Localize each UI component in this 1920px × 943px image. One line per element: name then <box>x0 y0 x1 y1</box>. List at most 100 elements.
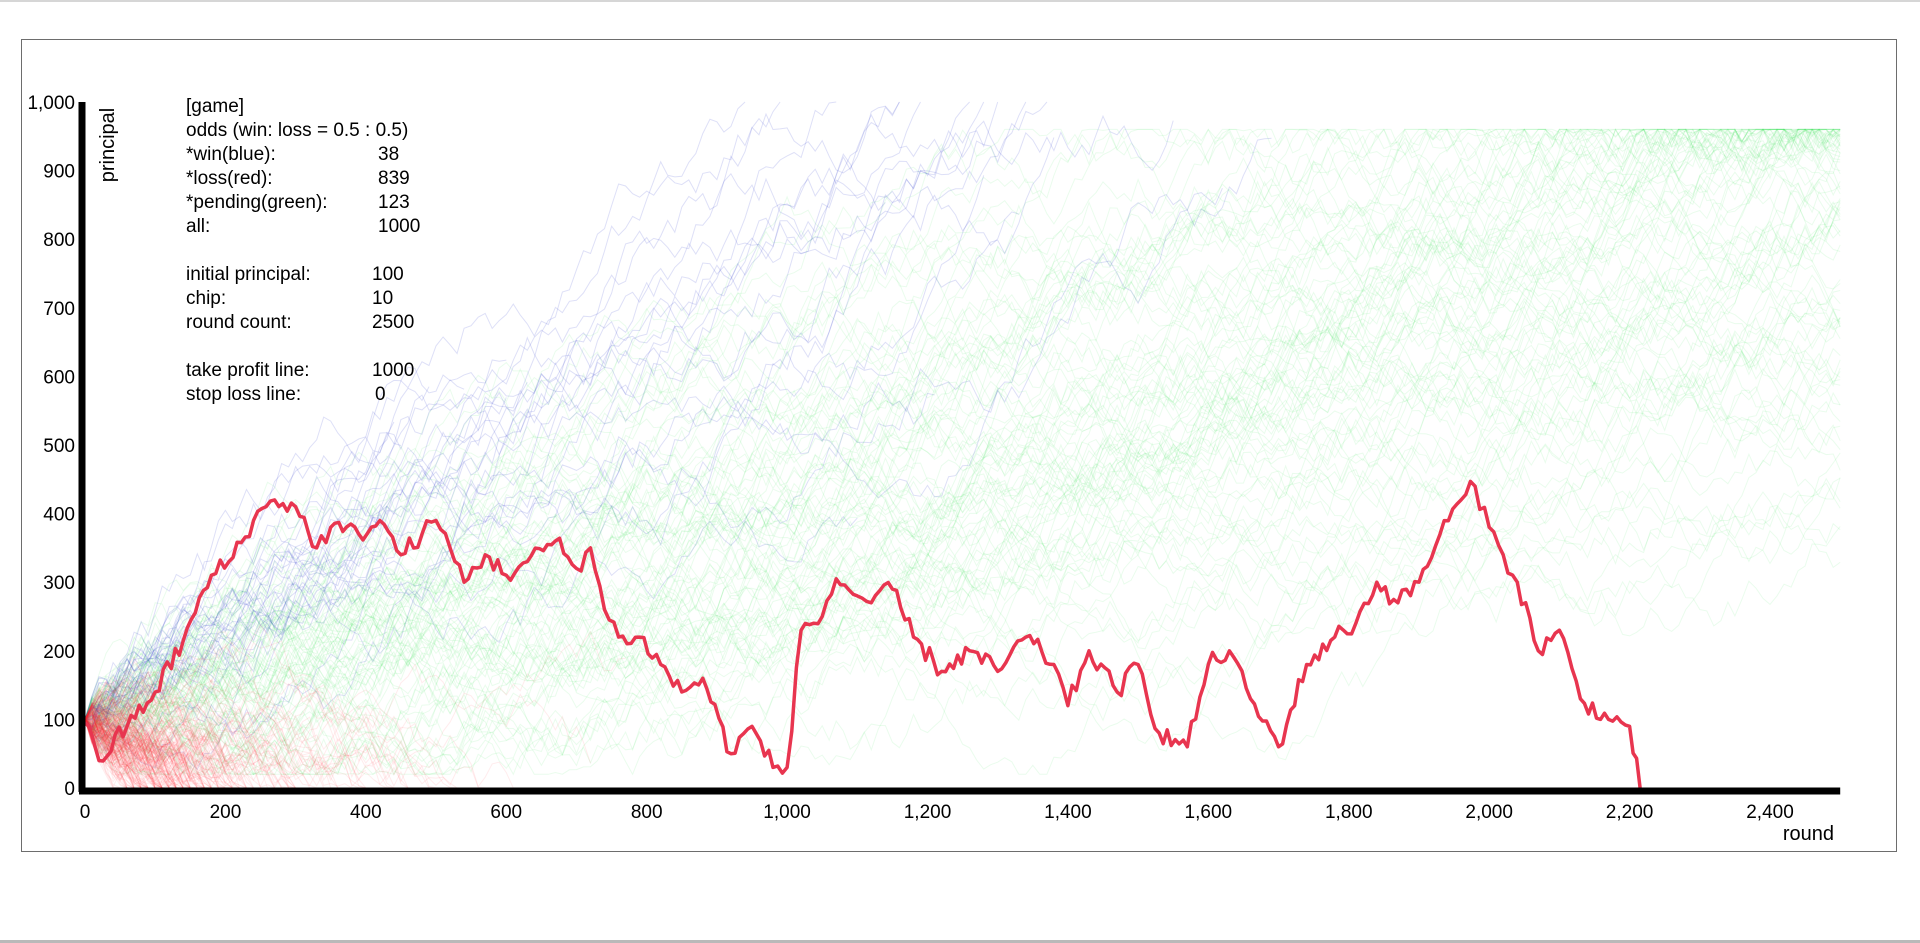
loss-path <box>84 679 366 789</box>
pending-path <box>84 274 1841 775</box>
loss-path <box>84 680 283 789</box>
loss-path <box>84 710 142 789</box>
pending-path <box>84 160 1841 720</box>
loss-path <box>84 712 212 789</box>
loss-path <box>84 703 142 789</box>
info-pending-label: *pending(green): <box>186 192 328 213</box>
loss-path <box>84 711 177 789</box>
pending-path <box>84 128 1841 776</box>
win-path <box>84 194 1019 720</box>
info-take-profit-value: 1000 <box>372 360 415 381</box>
win-path <box>84 431 402 721</box>
loss-path <box>84 703 339 789</box>
x-tick-labels: 0 200 400 600 800 1,000 1,200 1,400 1,600 1,800 2,… <box>80 802 1794 823</box>
loss-path <box>84 694 205 789</box>
pending-path <box>84 128 1841 733</box>
loss-path <box>84 679 409 789</box>
pending-path <box>84 128 1841 755</box>
pending-path <box>84 223 1841 767</box>
pending-path <box>84 128 1841 731</box>
loss-path <box>84 673 353 789</box>
loss-path <box>84 719 128 789</box>
pending-path <box>84 128 1841 733</box>
pending-path <box>84 128 1841 736</box>
chart-frame <box>21 39 1897 852</box>
loss-path <box>84 719 149 789</box>
loss-path <box>84 718 191 789</box>
loss-path <box>84 719 212 789</box>
pending-path <box>84 410 1841 775</box>
loss-path <box>84 707 191 789</box>
pending-path <box>84 128 1841 744</box>
pending-path <box>84 128 1841 748</box>
loss-path <box>84 646 458 789</box>
pending-path <box>84 235 1841 750</box>
pending-path <box>84 164 1841 756</box>
x-tick-label: 0 <box>80 802 91 823</box>
loss-path <box>84 713 149 789</box>
win-path <box>84 505 388 720</box>
loss-path <box>84 681 247 789</box>
bottom-rule <box>0 940 1920 943</box>
pending-path <box>84 332 1841 759</box>
win-path <box>84 153 886 722</box>
loss-path <box>84 713 205 789</box>
loss-path <box>84 719 191 789</box>
x-tick-label: 1,600 <box>1185 802 1233 823</box>
loss-path <box>84 701 163 789</box>
pending-path <box>84 128 1841 753</box>
pending-path <box>84 223 1841 750</box>
loss-path <box>84 666 388 789</box>
loss-path <box>84 695 198 789</box>
loss-path <box>84 709 163 789</box>
pending-path <box>84 128 1841 725</box>
loss-path <box>84 692 191 789</box>
loss-path <box>84 718 177 789</box>
loss-path <box>84 715 297 789</box>
loss-path <box>84 712 149 789</box>
loss-path <box>84 719 205 789</box>
win-path <box>84 101 900 720</box>
loss-path <box>84 704 290 789</box>
loss-path <box>84 718 142 789</box>
loss-path <box>84 719 191 789</box>
y-tick-label: 800 <box>43 230 75 251</box>
loss-path <box>84 707 254 789</box>
pending-path <box>84 128 1841 753</box>
pending-path <box>84 128 1841 764</box>
info-all-value: 1000 <box>378 216 421 237</box>
pending-path <box>84 154 1841 720</box>
loss-path <box>84 684 226 789</box>
y-tick-label: 1,000 <box>27 93 75 114</box>
pending-path <box>84 128 1841 767</box>
loss-path <box>84 719 177 789</box>
loss-path <box>84 704 198 789</box>
loss-path <box>84 719 135 789</box>
loss-path <box>84 718 128 789</box>
x-tick-label: 400 <box>350 802 382 823</box>
win-path <box>84 137 1055 729</box>
x-tick-label: 2,200 <box>1606 802 1654 823</box>
loss-path <box>84 710 163 789</box>
pending-path <box>84 450 1841 720</box>
win-path <box>84 101 970 732</box>
info-loss-value: 839 <box>378 168 410 189</box>
pending-path <box>84 317 1841 720</box>
pending-path <box>84 128 1841 720</box>
loss-path <box>84 719 184 789</box>
pending-path <box>84 482 1841 752</box>
loss-path <box>84 718 149 789</box>
pending-path <box>84 128 1841 748</box>
loss-path <box>84 711 149 789</box>
loss-path <box>84 713 163 789</box>
pending-path <box>84 308 1841 752</box>
axes <box>78 102 1841 795</box>
y-tick-label: 100 <box>43 710 75 731</box>
pending-path <box>84 354 1841 720</box>
pending-path <box>84 477 1841 775</box>
loss-path <box>84 718 205 789</box>
loss-path <box>84 695 233 789</box>
pending-path <box>84 128 1841 740</box>
x-tick-label: 800 <box>631 802 663 823</box>
